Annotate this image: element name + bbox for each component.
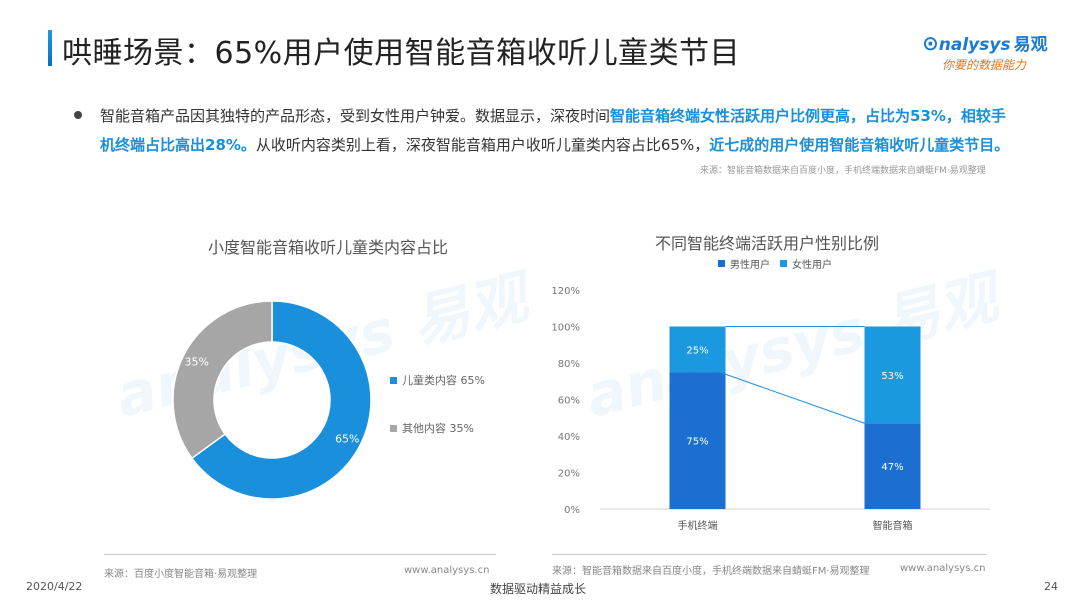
donut-chart: 65% 35%: [172, 300, 372, 500]
y-tick-label: 20%: [558, 469, 580, 480]
bar-label-1-0: 47%: [881, 462, 903, 473]
bar-legend-label-male: 男性用户: [730, 260, 770, 271]
x-tick-label: 手机终端: [678, 519, 718, 532]
donut-chart-title: 小度智能音箱收听儿童类内容占比: [208, 238, 449, 257]
logo-cn: 易观: [1013, 35, 1048, 55]
legend-swatch-children: [390, 376, 397, 384]
footer-divider-left: [104, 554, 496, 555]
donut-legend-label-children: 儿童类内容 65%: [402, 374, 485, 387]
donut-legend-label-other: 其他内容 35%: [402, 422, 474, 435]
summary-highlight-2: 近七成的用户使用智能音箱收听儿童类节目。: [709, 136, 1010, 154]
donut-label-1: 35%: [184, 356, 208, 369]
donut-label-0: 65%: [335, 432, 359, 445]
y-tick-label: 120%: [551, 286, 580, 297]
analysys-logo: ⊙nalysys 易观 你要的数据能力: [922, 30, 1052, 72]
bar-seg-1-0: [864, 423, 921, 509]
y-tick-label: 0%: [564, 505, 580, 516]
legend-swatch-other: [390, 424, 397, 432]
summary-highlight-1: 智能音箱终端女性活跃用户比例更高，占比为53%，相较手机终端占比高出28%。: [100, 107, 1006, 154]
y-tick-label: 60%: [558, 396, 580, 407]
site-left: www.analysys.cn: [404, 565, 490, 576]
source-left: 来源：百度小度智能音箱·易观整理: [104, 569, 258, 580]
logo-slogan: 你要的数据能力: [942, 58, 1027, 72]
bar-legend: 男性用户 女性用户: [718, 256, 842, 271]
footer-divider-right: [552, 554, 986, 555]
y-tick-label: 40%: [558, 432, 580, 443]
bar-label-0-1: 25%: [686, 345, 708, 356]
stacked-bar-chart: 0% 20% 40% 60% 80% 100% 120% 75% 25% 手机终端 47% 53% 智能…: [551, 286, 990, 532]
bullet-dot-icon: [74, 111, 82, 119]
footer-slogan: 数据驱动精益成长: [490, 582, 587, 596]
page-title: 哄睡场景：65%用户使用智能音箱收听儿童类节目: [62, 36, 741, 71]
y-tick-label: 100%: [551, 323, 580, 334]
y-tick-label: 80%: [558, 359, 580, 370]
donut-legend-item-other: 其他内容 35%: [390, 420, 485, 436]
donut-legend: 儿童类内容 65% 其他内容 35%: [390, 372, 485, 468]
summary-source: 来源：智能音箱数据来自百度小度，手机终端数据来自蜻蜓FM·易观整理: [700, 166, 986, 176]
donut-slice-1: [172, 300, 273, 460]
logo-text: nalysys: [938, 35, 1011, 55]
donut-legend-item-children: 儿童类内容 65%: [390, 372, 485, 388]
connector-male: [719, 371, 865, 424]
summary-text-2: 从收听内容类别上看，深夜智能音箱用户收听儿童类内容占比65%，: [255, 136, 710, 154]
bar-legend-item-female: 女性用户: [780, 256, 832, 271]
footer-date: 2020/4/22: [26, 580, 83, 593]
bar-seg-1-1: [864, 326, 921, 424]
bar-seg-0-1: [669, 326, 726, 373]
legend-swatch-female: [780, 260, 787, 267]
summary-text-1: 智能音箱产品因其独特的产品形态，受到女性用户钟爱。数据显示，深夜时间: [100, 107, 611, 125]
bar-legend-item-male: 男性用户: [718, 256, 770, 271]
legend-swatch-male: [718, 260, 725, 267]
bar-legend-label-female: 女性用户: [792, 260, 832, 271]
bar-label-0-0: 75%: [686, 437, 708, 448]
page-number: 24: [1044, 580, 1058, 593]
title-accent-bar: [48, 30, 52, 66]
bar-seg-0-0: [669, 372, 726, 509]
donut-slice-0: [190, 300, 372, 500]
bar-chart-title: 不同智能终端活跃用户性别比例: [655, 234, 880, 253]
bar-label-1-1: 53%: [881, 371, 903, 382]
site-right: www.analysys.cn: [900, 563, 986, 574]
summary-paragraph: 智能音箱产品因其独特的产品形态，受到女性用户钟爱。数据显示，深夜时间智能音箱终端…: [100, 102, 1020, 160]
x-tick-label: 智能音箱: [873, 519, 913, 532]
source-right: 来源：智能音箱数据来自百度小度，手机终端数据来自蜻蜓FM·易观整理: [552, 566, 870, 577]
